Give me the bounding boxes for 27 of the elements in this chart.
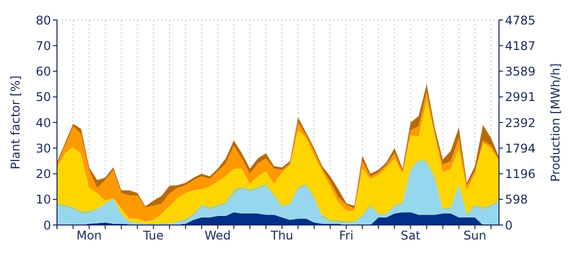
x-tick-label: Sat [400, 228, 421, 243]
y-tick-label: 0 [43, 218, 51, 232]
y2-tick-label: 1196 [505, 167, 536, 182]
y2-tick-label: 4785 [505, 13, 536, 28]
y2-tick-label: 598 [505, 192, 528, 207]
y-tick-label: 50 [36, 90, 51, 104]
y-tick-label: 30 [36, 141, 51, 156]
y-tick-label: 20 [36, 167, 51, 182]
y2-tick-label: 0 [505, 218, 513, 232]
x-tick-label: Tue [142, 228, 164, 243]
y-tick-label: 40 [36, 116, 51, 130]
y-tick-label: 80 [36, 13, 51, 28]
y2-tick-label: 4187 [505, 38, 536, 53]
y2-tick-label: 1794 [505, 141, 536, 156]
x-tick-label: Wed [204, 228, 231, 243]
x-tick-label: Fri [339, 228, 354, 243]
y-tick-label: 70 [36, 38, 51, 53]
y2-tick-label: 3589 [505, 64, 536, 78]
y2-tick-label: 2991 [505, 90, 536, 104]
y-axis-title: Plant factor [%] [8, 76, 22, 170]
y2-tick-label: 2392 [505, 116, 536, 130]
y-tick-label: 60 [36, 64, 51, 79]
x-tick-label: Mon [76, 228, 102, 243]
y2-axis-title: Production [MWh/h] [548, 63, 562, 182]
y-tick-label: 10 [36, 192, 51, 207]
x-tick-label: Sun [463, 228, 486, 243]
x-tick-label: Thu [270, 228, 294, 243]
